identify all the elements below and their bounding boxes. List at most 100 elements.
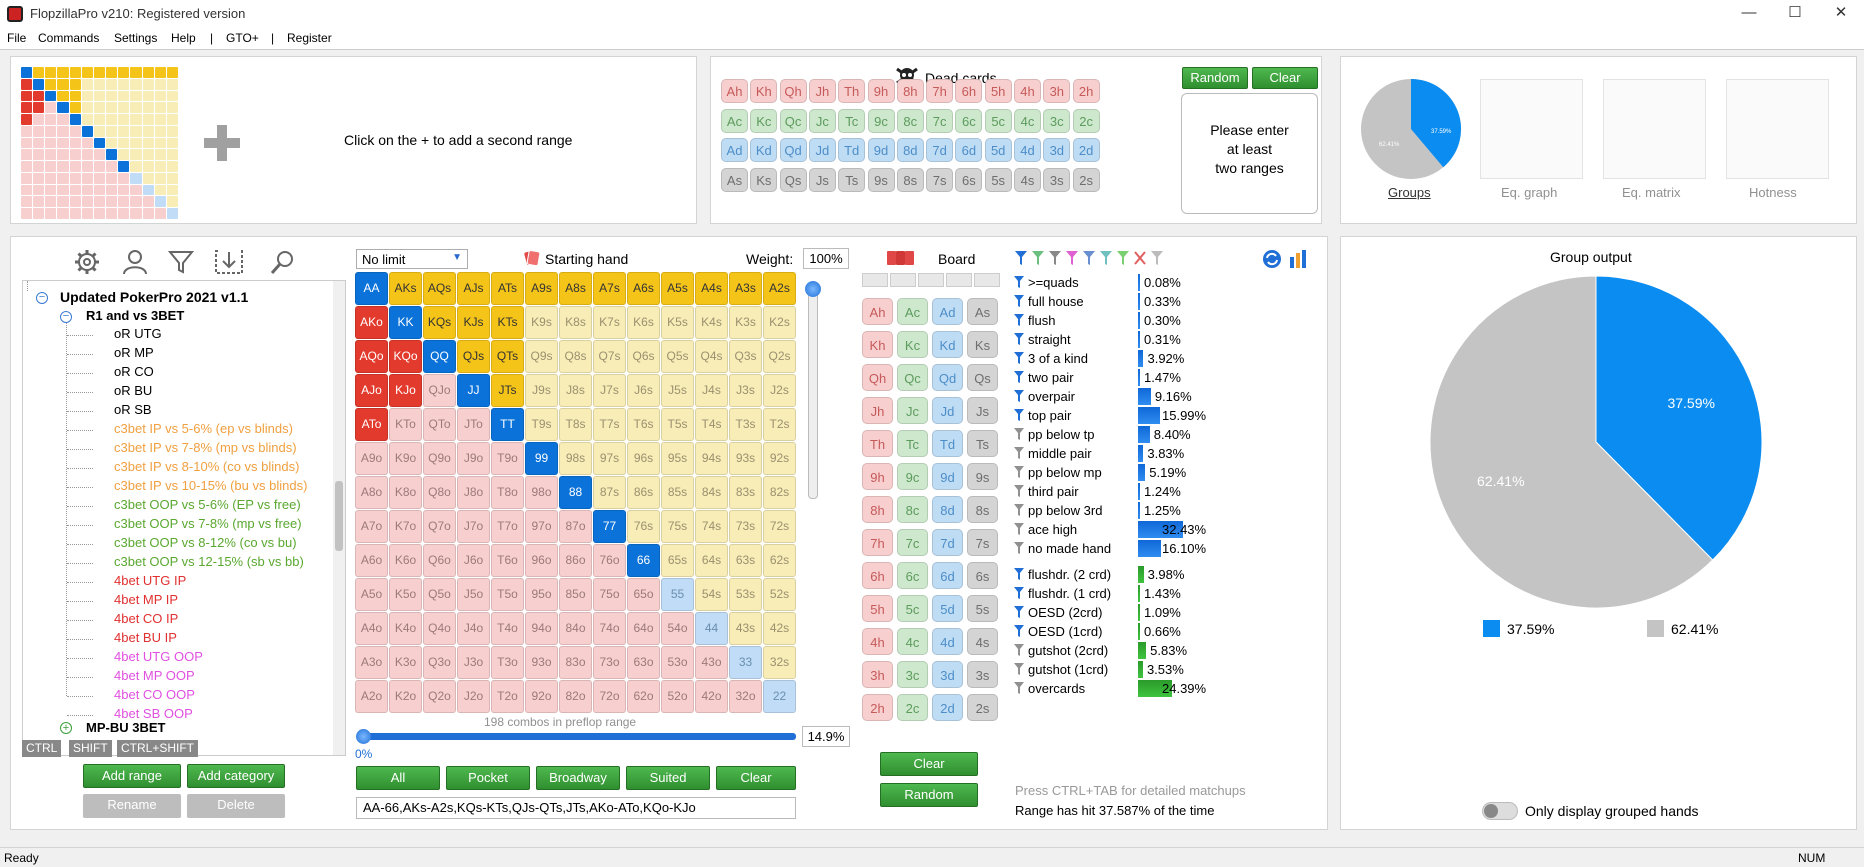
stat-filter-icon[interactable] bbox=[1014, 466, 1024, 478]
hand-cell[interactable]: 84s bbox=[695, 476, 728, 509]
grouped-hands-toggle[interactable] bbox=[1482, 802, 1518, 820]
board-card[interactable]: Qs bbox=[967, 364, 998, 391]
hand-cell[interactable]: 77 bbox=[593, 510, 626, 543]
hand-cell[interactable]: A8s bbox=[559, 272, 592, 305]
board-slot[interactable] bbox=[918, 273, 944, 287]
board-card[interactable]: Jd bbox=[932, 397, 963, 424]
board-card[interactable]: 4d bbox=[932, 628, 963, 655]
user-icon[interactable] bbox=[122, 249, 148, 275]
dead-card[interactable]: 2h bbox=[1072, 79, 1100, 103]
hand-cell[interactable]: QTs bbox=[491, 340, 524, 373]
tree-range-item[interactable]: c3bet OOP vs 8-12% (co vs bu) bbox=[114, 535, 297, 550]
menu-commands[interactable]: Commands bbox=[38, 31, 100, 45]
board-card[interactable]: 4h bbox=[862, 628, 893, 655]
hand-cell[interactable]: 93s bbox=[729, 442, 762, 475]
hand-cell[interactable]: K9s bbox=[525, 306, 558, 339]
hand-cell[interactable]: Q2s bbox=[763, 340, 796, 373]
filter-icon[interactable] bbox=[1117, 251, 1129, 265]
dead-card[interactable]: 5s bbox=[984, 167, 1012, 192]
hand-cell[interactable]: 94s bbox=[695, 442, 728, 475]
hand-cell[interactable]: Q6o bbox=[423, 544, 456, 577]
board-card[interactable]: 2s bbox=[967, 694, 998, 721]
board-slot[interactable] bbox=[974, 273, 1000, 287]
refresh-icon[interactable] bbox=[1262, 249, 1282, 269]
board-card[interactable]: 3c bbox=[897, 661, 928, 688]
tree-range-item[interactable]: oR UTG bbox=[114, 326, 162, 341]
hand-cell[interactable]: 99 bbox=[525, 442, 558, 475]
tree-range-item[interactable]: c3bet IP vs 7-8% (mp vs blinds) bbox=[114, 440, 297, 455]
board-card[interactable]: Ks bbox=[967, 331, 998, 358]
dead-card[interactable]: Qd bbox=[779, 138, 807, 162]
dead-card[interactable]: 6c bbox=[955, 108, 983, 133]
hand-cell[interactable]: 73o bbox=[593, 646, 626, 679]
hand-cell[interactable]: Q9s bbox=[525, 340, 558, 373]
gear-icon[interactable] bbox=[74, 249, 100, 275]
tab-eq-graph[interactable]: Eq. graph bbox=[1501, 185, 1558, 200]
tree-range-item[interactable]: oR CO bbox=[114, 364, 154, 379]
board-card[interactable]: Ah bbox=[862, 298, 893, 325]
tree-scrollbar[interactable] bbox=[333, 281, 345, 755]
dead-card[interactable]: 9h bbox=[867, 79, 895, 103]
board-card[interactable]: 5h bbox=[862, 595, 893, 622]
dead-card[interactable]: 3c bbox=[1043, 108, 1071, 133]
hand-cell[interactable]: 85s bbox=[661, 476, 694, 509]
dead-card[interactable]: Jc bbox=[808, 108, 836, 133]
tree-range-item[interactable]: c3bet OOP vs 7-8% (mp vs free) bbox=[114, 516, 302, 531]
dead-card[interactable]: Ks bbox=[750, 167, 778, 192]
dead-clear-button[interactable]: Clear bbox=[1252, 67, 1318, 89]
dead-card[interactable]: 8d bbox=[896, 138, 924, 162]
tree-range-item[interactable]: 4bet BU IP bbox=[114, 630, 177, 645]
hand-cell[interactable]: KQo bbox=[389, 340, 422, 373]
hand-cell[interactable]: A3o bbox=[355, 646, 388, 679]
hand-cell[interactable]: K7s bbox=[593, 306, 626, 339]
tree-range-item[interactable]: 4bet MP IP bbox=[114, 592, 179, 607]
hand-cell[interactable]: 32s bbox=[763, 646, 796, 679]
board-card[interactable]: Kc bbox=[897, 331, 928, 358]
hand-cell[interactable]: 76s bbox=[627, 510, 660, 543]
stat-filter-icon[interactable] bbox=[1014, 352, 1024, 364]
hand-cell[interactable]: J2s bbox=[763, 374, 796, 407]
hand-cell[interactable]: ATs bbox=[491, 272, 524, 305]
hand-cell[interactable]: A4s bbox=[695, 272, 728, 305]
hand-cell[interactable]: J9o bbox=[457, 442, 490, 475]
hand-cell[interactable]: Q7o bbox=[423, 510, 456, 543]
eq-graph-thumbnail[interactable] bbox=[1480, 79, 1583, 179]
stat-filter-icon[interactable] bbox=[1014, 625, 1024, 637]
tree-range-item[interactable]: 4bet MP OOP bbox=[114, 668, 195, 683]
search-icon[interactable] bbox=[270, 249, 296, 275]
hand-cell[interactable]: 75o bbox=[593, 578, 626, 611]
matrix-clear-button[interactable]: Clear bbox=[716, 766, 796, 790]
dead-card[interactable]: 4c bbox=[1014, 108, 1041, 133]
hand-cell[interactable]: 87s bbox=[593, 476, 626, 509]
tree-range-item[interactable]: oR BU bbox=[114, 383, 153, 398]
hand-cell[interactable]: KK bbox=[389, 306, 422, 339]
dead-card[interactable]: Jd bbox=[808, 138, 836, 162]
hand-cell[interactable]: 53s bbox=[729, 578, 762, 611]
hand-cell[interactable]: 98o bbox=[525, 476, 558, 509]
board-card[interactable]: 4c bbox=[897, 628, 928, 655]
hand-cell[interactable]: J9s bbox=[525, 374, 558, 407]
dead-card[interactable]: 4s bbox=[1014, 167, 1041, 192]
add-range-button[interactable]: Add range bbox=[83, 764, 181, 788]
filter-icon[interactable] bbox=[1083, 251, 1095, 265]
limit-select[interactable]: No limit ▼ bbox=[356, 249, 468, 269]
board-card[interactable]: Kd bbox=[932, 331, 963, 358]
tree-range-item[interactable]: 4bet CO OOP bbox=[114, 687, 195, 702]
board-card[interactable]: Qh bbox=[862, 364, 893, 391]
dead-card[interactable]: Th bbox=[838, 79, 866, 103]
board-card[interactable]: 6s bbox=[967, 562, 998, 589]
hand-cell[interactable]: 64o bbox=[627, 612, 660, 645]
hand-cell[interactable]: JTo bbox=[457, 408, 490, 441]
hand-cell[interactable]: AQo bbox=[355, 340, 388, 373]
hand-cell[interactable]: QJo bbox=[423, 374, 456, 407]
hand-cell[interactable]: 42s bbox=[763, 612, 796, 645]
hand-cell[interactable]: T9s bbox=[525, 408, 558, 441]
dead-card[interactable]: 5h bbox=[984, 79, 1012, 103]
board-card[interactable]: 7c bbox=[897, 529, 928, 556]
board-card[interactable]: 9s bbox=[967, 463, 998, 490]
clear-filter-icon[interactable] bbox=[1134, 251, 1146, 265]
dead-card[interactable]: 4d bbox=[1014, 138, 1041, 162]
hand-cell[interactable]: A6s bbox=[627, 272, 660, 305]
hand-cell[interactable]: 73s bbox=[729, 510, 762, 543]
hand-cell[interactable]: K3o bbox=[389, 646, 422, 679]
